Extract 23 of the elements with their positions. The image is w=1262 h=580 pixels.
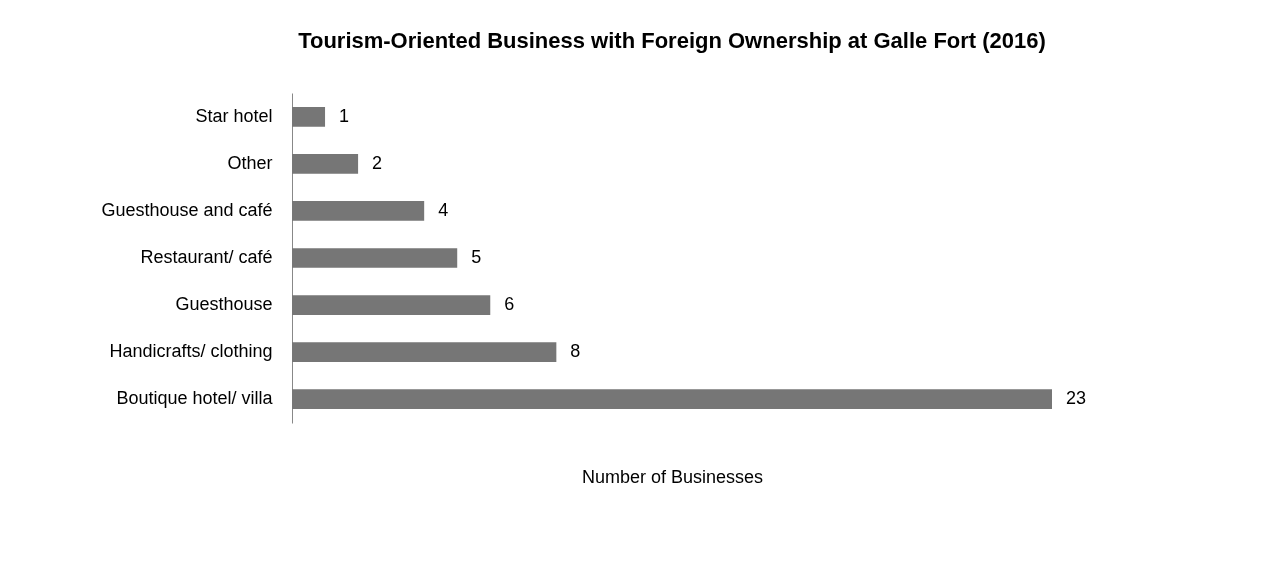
data-label: 2 — [372, 152, 383, 173]
data-label: 6 — [504, 294, 515, 315]
data-label: 1 — [339, 105, 350, 126]
bar — [292, 342, 557, 362]
chart-title: Tourism-Oriented Business with Foreign Ownership at Galle Fort (2016) — [298, 28, 1046, 53]
y-tick-label: Guesthouse — [175, 294, 273, 315]
bar — [292, 295, 491, 315]
bar — [292, 107, 326, 127]
bar — [292, 201, 425, 221]
data-label: 23 — [1066, 388, 1087, 409]
x-axis-title: Number of Businesses — [581, 466, 764, 487]
bar — [292, 248, 458, 268]
data-label: 8 — [570, 341, 581, 362]
bar — [292, 389, 1052, 409]
data-label: 5 — [471, 247, 482, 267]
y-tick-label: Restaurant/ café — [140, 247, 273, 267]
y-tick-label: Star hotel — [195, 105, 273, 126]
data-label: 4 — [438, 199, 449, 220]
y-tick-label: Other — [227, 152, 273, 173]
bar — [292, 154, 359, 174]
y-tick-label: Boutique hotel/ villa — [116, 388, 274, 409]
y-tick-label: Guesthouse and café — [101, 199, 273, 220]
y-tick-label: Handicrafts/ clothing — [109, 341, 273, 362]
